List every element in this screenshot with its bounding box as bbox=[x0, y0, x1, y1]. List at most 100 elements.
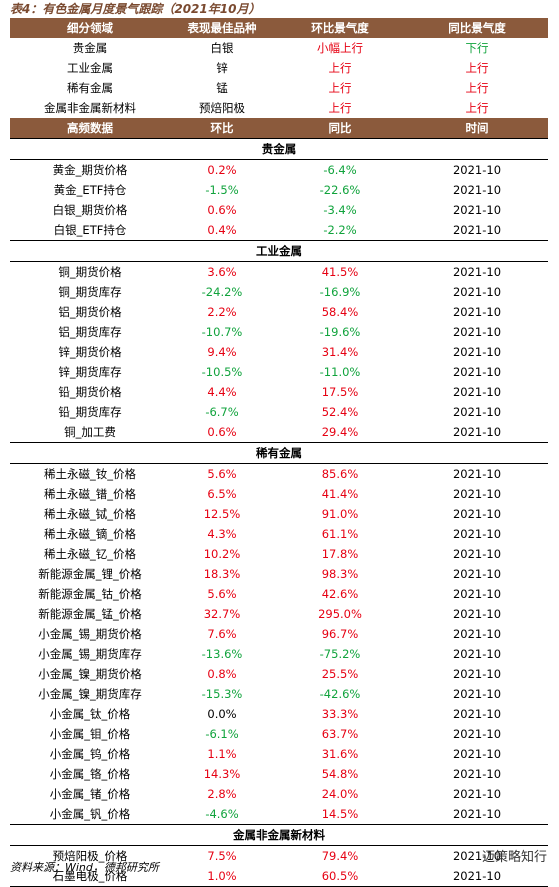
cell: 61.1% bbox=[321, 527, 359, 541]
cell: 1.1% bbox=[207, 747, 237, 761]
data-row: 小金属_镍_期货价格 0.8% 25.5% 2021-10 bbox=[10, 664, 548, 684]
cell: 2021-10 bbox=[452, 305, 502, 319]
cell: 小金属_镍_期货价格 bbox=[38, 667, 142, 681]
cell: 上行 bbox=[328, 81, 352, 95]
cell: 锌 bbox=[216, 61, 228, 75]
cell: 稀土永磁_镝_价格 bbox=[44, 527, 136, 541]
data-row: 稀土永磁_钕_价格 5.6% 85.6% 2021-10 bbox=[10, 464, 548, 485]
data-row: 铝_期货价格 2.2% 58.4% 2021-10 bbox=[10, 302, 548, 322]
cell: 铜_期货价格 bbox=[58, 265, 122, 279]
cell: 0.4% bbox=[207, 223, 237, 237]
section-row: 稀有金属 bbox=[10, 442, 548, 464]
cell: 29.4% bbox=[321, 425, 359, 439]
cell: -6.7% bbox=[205, 405, 239, 419]
cell: 2021-10 bbox=[406, 866, 548, 887]
cell: 稀土永磁_铽_价格 bbox=[44, 507, 136, 521]
cell: 7.6% bbox=[207, 627, 237, 641]
cell: 2021-10 bbox=[452, 527, 502, 541]
cell: 稀土永磁_钕_价格 bbox=[44, 467, 136, 481]
cell: 2021-10 bbox=[452, 325, 502, 339]
cell: -6.1% bbox=[205, 727, 239, 741]
cell: 0.0% bbox=[207, 707, 237, 721]
cell: 7.5% bbox=[207, 849, 237, 863]
cell: 4.4% bbox=[207, 385, 237, 399]
cell: 0.6% bbox=[207, 425, 237, 439]
cell: 4.3% bbox=[207, 527, 237, 541]
section-row: 金属非金属新材料 bbox=[10, 824, 548, 846]
data-row: 小金属_钨_价格 1.1% 31.6% 2021-10 bbox=[10, 744, 548, 764]
data-row: 稀土永磁_钇_价格 10.2% 17.8% 2021-10 bbox=[10, 544, 548, 564]
cell: 2021-10 bbox=[452, 807, 502, 821]
cell: -75.2% bbox=[319, 647, 361, 661]
cell: 2021-10 bbox=[452, 265, 502, 279]
cell: -24.2% bbox=[201, 285, 243, 299]
cell: 52.4% bbox=[321, 405, 359, 419]
cell: 58.4% bbox=[321, 305, 359, 319]
cell: 铅_期货库存 bbox=[58, 405, 122, 419]
cell: 下行 bbox=[465, 41, 489, 55]
cell: -13.6% bbox=[201, 647, 243, 661]
cell: 42.6% bbox=[321, 587, 359, 601]
cell: 10.2% bbox=[203, 547, 241, 561]
data-row: 黄金_期货价格 0.2% -6.4% 2021-10 bbox=[10, 160, 548, 181]
cell: 黄金_期货价格 bbox=[52, 163, 128, 177]
cell: 白银_ETF持仓 bbox=[53, 223, 127, 237]
cell: 98.3% bbox=[321, 567, 359, 581]
cell: 锌_期货库存 bbox=[58, 365, 122, 379]
cell: 0.2% bbox=[207, 163, 237, 177]
cell: 2021-10 bbox=[452, 747, 502, 761]
data-row: 稀土永磁_镝_价格 4.3% 61.1% 2021-10 bbox=[10, 524, 548, 544]
cell: 2021-10 bbox=[452, 627, 502, 641]
summary-row: 稀有金属 锰 上行 上行 bbox=[10, 78, 548, 98]
cell: 17.8% bbox=[321, 547, 359, 561]
cell: 铝_期货库存 bbox=[58, 325, 122, 339]
data-row: 铜_加工费 0.6% 29.4% 2021-10 bbox=[10, 422, 548, 443]
cell: 小金属_镍_期货库存 bbox=[38, 687, 142, 701]
cell: 2.8% bbox=[207, 787, 237, 801]
cell: 上行 bbox=[465, 61, 489, 75]
data-row: 小金属_铬_价格 14.3% 54.8% 2021-10 bbox=[10, 764, 548, 784]
cell: 60.5% bbox=[274, 866, 406, 887]
cell: 41.5% bbox=[321, 265, 359, 279]
data-row: 新能源金属_锂_价格 18.3% 98.3% 2021-10 bbox=[10, 564, 548, 584]
cell: 锰 bbox=[216, 81, 228, 95]
cell: 2021-10 bbox=[452, 203, 502, 217]
data-row: 锌_期货价格 9.4% 31.4% 2021-10 bbox=[10, 342, 548, 362]
cell: -11.0% bbox=[319, 365, 361, 379]
data-row: 小金属_锡_期货库存 -13.6% -75.2% 2021-10 bbox=[10, 644, 548, 664]
cell: 24.0% bbox=[321, 787, 359, 801]
cell: 小幅上行 bbox=[317, 41, 363, 55]
data-row: 铜_期货价格 3.6% 41.5% 2021-10 bbox=[10, 262, 548, 283]
data-row: 小金属_锡_期货价格 7.6% 96.7% 2021-10 bbox=[10, 624, 548, 644]
cell: 小金属_锡_期货价格 bbox=[38, 627, 142, 641]
section-title: 稀有金属 bbox=[10, 442, 548, 464]
cell: 预焙阳极_价格 bbox=[52, 849, 128, 863]
cell: 稀土永磁_镨_价格 bbox=[44, 487, 136, 501]
cell: 6.5% bbox=[207, 487, 237, 501]
cell: 2021-10 bbox=[452, 667, 502, 681]
cell: 2021-10 bbox=[452, 163, 502, 177]
cell: 14.3% bbox=[203, 767, 241, 781]
data-row: 小金属_钒_价格 -4.6% 14.5% 2021-10 bbox=[10, 804, 548, 825]
summary-row: 贵金属 白银 小幅上行 下行 bbox=[10, 38, 548, 58]
cell: 85.6% bbox=[321, 467, 359, 481]
cell: 稀有金属 bbox=[67, 81, 113, 95]
cell: 白银_期货价格 bbox=[52, 203, 128, 217]
cell: 91.0% bbox=[321, 507, 359, 521]
cell: 17.5% bbox=[321, 385, 359, 399]
cell: 2021-10 bbox=[452, 607, 502, 621]
cell: 稀土永磁_钇_价格 bbox=[44, 547, 136, 561]
data-table: 细分领域 表现最佳品种 环比景气度 同比景气度 贵金属 白银 小幅上行 下行 工业金属锌上行 上行… bbox=[10, 18, 548, 887]
cell: 小金属_钛_价格 bbox=[49, 707, 131, 721]
cell: 1.0% bbox=[170, 866, 274, 887]
cell: 41.4% bbox=[321, 487, 359, 501]
cell: 2021-10 bbox=[452, 467, 502, 481]
data-row: 稀土永磁_镨_价格 6.5% 41.4% 2021-10 bbox=[10, 484, 548, 504]
cell: 3.6% bbox=[207, 265, 237, 279]
cell: 2021-10 bbox=[452, 647, 502, 661]
section-title: 贵金属 bbox=[10, 138, 548, 160]
cell: -22.6% bbox=[319, 183, 361, 197]
cell: 铝_期货价格 bbox=[58, 305, 122, 319]
source-note: 资料来源：Wind，德邦研究所 bbox=[10, 861, 159, 874]
